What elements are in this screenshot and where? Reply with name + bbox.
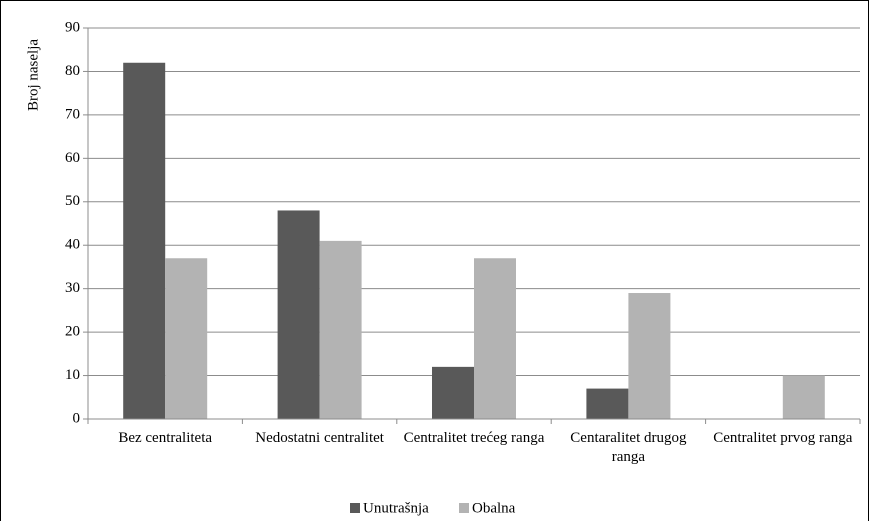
legend-swatch bbox=[350, 503, 360, 513]
bar bbox=[123, 62, 166, 419]
y-tick-label: 10 bbox=[65, 367, 80, 383]
bar bbox=[474, 258, 516, 419]
x-tick-label: Centralitet trećeg ranga bbox=[403, 430, 545, 446]
x-tick-label-box: Centralitet trećeg ranga bbox=[403, 430, 545, 446]
y-tick-label: 40 bbox=[65, 237, 80, 253]
x-tick-label-box: Bez centraliteta bbox=[118, 430, 213, 446]
bar bbox=[586, 388, 629, 419]
y-tick-label: 30 bbox=[65, 280, 80, 296]
x-tick-label: Centralitet prvog ranga bbox=[713, 430, 853, 446]
bar bbox=[628, 293, 671, 419]
y-tick-label: 50 bbox=[65, 193, 80, 209]
x-tick-label-box: Centralitet prvog ranga bbox=[713, 430, 853, 446]
bar bbox=[319, 240, 362, 419]
bar bbox=[277, 210, 320, 419]
y-tick-label: 0 bbox=[73, 410, 81, 426]
y-tick-label: 90 bbox=[65, 19, 80, 35]
bar bbox=[432, 366, 474, 419]
legend-label: Unutrašnja bbox=[363, 500, 429, 516]
y-axis-title: Broj naselja bbox=[25, 39, 41, 111]
y-tick-label: 20 bbox=[65, 324, 80, 340]
y-tick-label: 70 bbox=[65, 106, 80, 122]
x-tick-label-box: Centaralitet drugog ranga bbox=[570, 430, 687, 465]
x-tick-label-box: Nedostatni centralitet bbox=[255, 430, 384, 446]
x-tick-label: Nedostatni centralitet bbox=[255, 430, 384, 446]
legend-swatch bbox=[459, 503, 469, 513]
y-tick-label: 80 bbox=[65, 63, 80, 79]
y-tick-label: 60 bbox=[65, 150, 80, 166]
bar bbox=[782, 375, 825, 419]
x-tick-label: Centaralitet drugog ranga bbox=[570, 430, 687, 465]
bar bbox=[165, 258, 208, 419]
x-tick-label: Bez centraliteta bbox=[118, 430, 213, 446]
legend-label: Obalna bbox=[472, 500, 516, 516]
